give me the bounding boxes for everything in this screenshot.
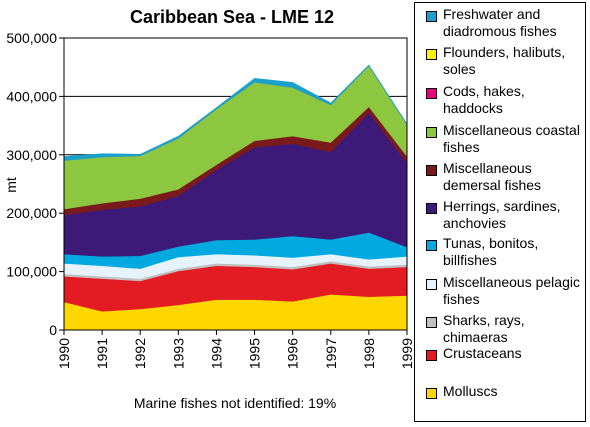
legend-swatch xyxy=(426,388,437,399)
legend-label-line: Miscellaneous coastal xyxy=(443,122,580,138)
legend-label-line: billfishes xyxy=(443,251,497,268)
legend-swatch xyxy=(426,350,437,361)
legend-label: Cods, hakes, haddocks xyxy=(443,83,583,116)
legend-label: Tunas, bonitos, billfishes xyxy=(443,235,583,268)
x-tick-label: 1993 xyxy=(170,338,186,369)
legend-item-crustaceans: Crustaceans xyxy=(415,345,585,364)
legend-swatch xyxy=(426,165,437,176)
legend-item-cods: Cods, hakes, haddocks xyxy=(415,83,585,118)
legend-item-misc-coastal: Miscellaneous coastal fishes xyxy=(415,122,585,157)
legend-label-line: Molluscs xyxy=(443,383,498,399)
legend-label-line: fishes xyxy=(443,290,480,307)
legend-item-molluscs: Molluscs xyxy=(415,383,585,402)
legend-label-line: Freshwater and xyxy=(443,6,541,22)
legend-swatch xyxy=(426,49,437,60)
legend-label: Flounders, halibuts, soles xyxy=(443,44,583,77)
legend-label: Freshwater and diadromous fishes xyxy=(443,6,583,39)
legend-label-line: Miscellaneous pelagic xyxy=(443,274,580,290)
legend-label-line: fishes xyxy=(443,138,480,155)
x-tick-label: 1998 xyxy=(361,338,377,369)
legend-label-line: anchovies xyxy=(443,214,507,231)
legend-swatch xyxy=(426,11,437,22)
plot-frame xyxy=(63,37,408,331)
legend: Freshwater and diadromous fishes Flounders… xyxy=(414,2,586,422)
y-tick-label: 200,000 xyxy=(6,205,57,221)
legend-swatch xyxy=(426,127,437,138)
legend-label: Crustaceans xyxy=(443,345,583,362)
footnote: Marine fishes not identified: 19% xyxy=(134,395,336,411)
chart-title: Caribbean Sea - LME 12 xyxy=(130,7,334,27)
y-tick-label: 0 xyxy=(49,322,57,338)
legend-label-line: demersal fishes xyxy=(443,176,542,193)
legend-swatch xyxy=(426,88,437,99)
legend-label: Herrings, sardines, anchovies xyxy=(443,198,583,231)
y-axis-label: mt xyxy=(3,177,19,193)
y-tick-label: 500,000 xyxy=(6,30,57,46)
y-tick-label: 400,000 xyxy=(6,88,57,104)
legend-label: Miscellaneous pelagic fishes xyxy=(443,274,583,307)
legend-label-line: diadromous fishes xyxy=(443,22,557,39)
chart: Caribbean Sea - LME 12 0 100,000 200,000 30… xyxy=(3,7,414,411)
legend-item-sharks: Sharks, rays, chimaeras xyxy=(415,312,585,347)
legend-label-line: soles xyxy=(443,60,476,77)
x-tick-label: 1991 xyxy=(94,338,110,369)
legend-label: Miscellaneous demersal fishes xyxy=(443,160,583,193)
y-tick-label: 300,000 xyxy=(6,147,57,163)
legend-label-line: Flounders, halibuts, xyxy=(443,44,566,60)
x-tick-label: 1992 xyxy=(132,338,148,369)
legend-label: Sharks, rays, chimaeras xyxy=(443,312,583,345)
legend-item-herrings: Herrings, sardines, anchovies xyxy=(415,198,585,233)
legend-label-line: chimaeras xyxy=(443,328,508,345)
legend-swatch xyxy=(426,279,437,290)
legend-item-flounders: Flounders, halibuts, soles xyxy=(415,44,585,79)
legend-swatch xyxy=(426,203,437,214)
legend-label: Miscellaneous coastal fishes xyxy=(443,122,583,155)
y-tick-label: 100,000 xyxy=(6,264,57,280)
legend-label-line: Crustaceans xyxy=(443,345,522,361)
legend-swatch xyxy=(426,317,437,328)
legend-label-line: Miscellaneous xyxy=(443,160,532,176)
legend-label-line: Cods, hakes, xyxy=(443,83,525,99)
legend-item-freshwater: Freshwater and diadromous fishes xyxy=(415,6,585,41)
axes: 0 100,000 200,000 300,000 400,000 500,000 1990… xyxy=(6,30,414,369)
legend-swatch xyxy=(426,240,437,251)
x-tick-label: 1990 xyxy=(56,338,72,369)
legend-label-line: Sharks, rays, xyxy=(443,312,525,328)
legend-item-misc-demersal: Miscellaneous demersal fishes xyxy=(415,160,585,195)
legend-label-line: Herrings, sardines, xyxy=(443,198,561,214)
legend-label: Molluscs xyxy=(443,383,583,400)
x-tick-label: 1997 xyxy=(323,338,339,369)
x-tick-label: 1996 xyxy=(285,338,301,369)
legend-item-misc-pelagic: Miscellaneous pelagic fishes xyxy=(415,274,585,309)
x-tick-label: 1999 xyxy=(399,338,414,369)
legend-label-line: haddocks xyxy=(443,99,503,116)
x-tick-label: 1994 xyxy=(208,338,224,369)
legend-label-line: Tunas, bonitos, xyxy=(443,235,539,251)
x-tick-label: 1995 xyxy=(247,338,263,369)
legend-item-tunas: Tunas, bonitos, billfishes xyxy=(415,235,585,270)
